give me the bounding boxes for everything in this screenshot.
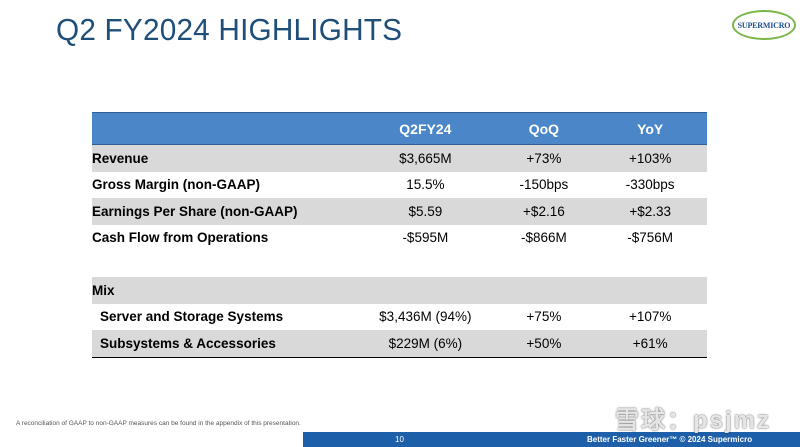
row-label: Gross Margin (non-GAAP) [92, 177, 260, 193]
table-spacer-row [92, 251, 707, 277]
table-row: Cash Flow from Operations -$595M -$866M … [92, 225, 707, 252]
cell-q2fy24: -$595M [402, 230, 449, 246]
empty-cell [356, 277, 495, 304]
header-q2fy24: Q2FY24 [356, 112, 495, 145]
table-row: Server and Storage Systems $3,436M (94%)… [92, 304, 707, 331]
cell-q2fy24: 15.5% [406, 177, 445, 193]
cell-yoy: +$2.33 [593, 198, 707, 225]
cell-qoq: +75% [526, 309, 562, 325]
highlights-table: Q2FY24 QoQ YoY Revenue $3,665M +73% +103… [92, 112, 707, 358]
footer-tagline: Better Faster Greener™ © 2024 Supermicro [587, 435, 753, 444]
cell-q2fy24: $3,665M [356, 144, 495, 172]
footnote: A reconciliation of GAAP to non-GAAP mea… [16, 420, 301, 427]
table-row: Subsystems & Accessories $229M (6%) +50%… [92, 330, 707, 358]
header-blank [92, 112, 357, 145]
page-number: 10 [395, 435, 404, 444]
table-row: Gross Margin (non-GAAP) 15.5% -150bps -3… [92, 172, 707, 199]
footer-bar [303, 432, 800, 447]
page-title: Q2 FY2024 HIGHLIGHTS [56, 12, 403, 47]
cell-q2fy24: $3,436M (94%) [379, 309, 472, 325]
cell-yoy: +107% [628, 309, 672, 325]
header-yoy: YoY [593, 112, 707, 145]
spacer-cell [92, 251, 707, 277]
mix-label: Mix [92, 277, 357, 304]
cell-qoq: -$866M [520, 230, 567, 246]
watermark: 雪球：psjmz [615, 407, 772, 434]
supermicro-logo: SUPERMICRO [732, 10, 796, 40]
cell-yoy: -$756M [627, 230, 674, 246]
empty-cell [494, 277, 594, 304]
cell-qoq: +73% [494, 144, 594, 172]
table-row: Earnings Per Share (non-GAAP) $5.59 +$2.… [92, 198, 707, 225]
row-label: Server and Storage Systems [100, 309, 284, 325]
cell-qoq: +50% [494, 330, 594, 358]
empty-cell [593, 277, 707, 304]
cell-qoq: +$2.16 [494, 198, 594, 225]
cell-q2fy24: $5.59 [356, 198, 495, 225]
header-qoq: QoQ [494, 112, 594, 145]
cell-yoy: +103% [593, 144, 707, 172]
row-label: Subsystems & Accessories [92, 330, 357, 358]
cell-yoy: -330bps [625, 177, 675, 193]
row-label: Cash Flow from Operations [92, 230, 269, 246]
table-row-mix-heading: Mix [92, 277, 707, 304]
table-header-row: Q2FY24 QoQ YoY [92, 112, 707, 145]
row-label: Earnings Per Share (non-GAAP) [92, 198, 357, 225]
cell-qoq: -150bps [519, 177, 569, 193]
logo-text: SUPERMICRO [737, 20, 791, 30]
cell-q2fy24: $229M (6%) [356, 330, 495, 358]
cell-yoy: +61% [593, 330, 707, 358]
row-label: Revenue [92, 144, 357, 172]
table-row: Revenue $3,665M +73% +103% [92, 144, 707, 172]
